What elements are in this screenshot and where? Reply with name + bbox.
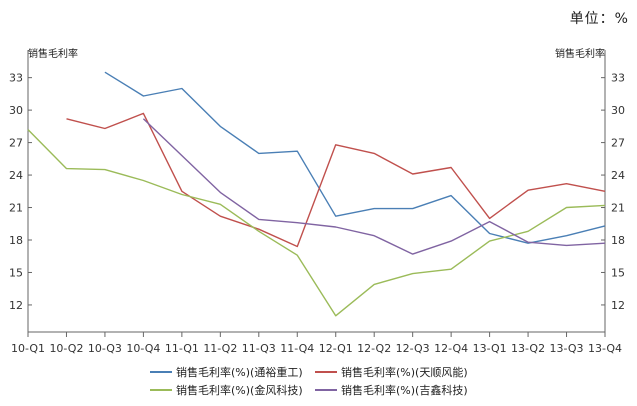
unit-label: 单位：% [569,11,629,27]
x-tick-label: 13-Q1 [473,342,507,355]
legend-label-3: 销售毛利率(%)(金风科技) [176,383,303,397]
left-y-tick-label: 21 [9,202,23,215]
x-tick-label: 12-Q1 [319,342,353,355]
left-y-tick-label: 18 [9,234,23,247]
series-line-4 [142,118,606,255]
right-axis-title: 销售毛利率 [555,49,605,60]
right-y-tick-label: 15 [611,266,625,279]
right-y-tick-label: 21 [611,202,625,215]
x-tick-label: 12-Q2 [357,342,391,355]
left-y-tick-label: 33 [9,72,23,85]
x-tick-label: 12-Q3 [396,342,430,355]
x-tick-label: 10-Q4 [126,342,160,355]
right-y-tick-label: 27 [611,137,625,150]
legend-label-4: 销售毛利率(%)(吉鑫科技) [341,383,468,397]
right-y-tick-label: 12 [611,299,625,312]
legend-label-2: 销售毛利率(%)(天顺风能) [341,365,468,379]
x-tick-label: 12-Q4 [434,342,468,355]
chart-legend: 销售毛利率(%)(通裕重工) 销售毛利率(%)(天顺风能) 销售毛利率(%)(金风科… [150,365,468,397]
x-tick-label: 13-Q2 [511,342,545,355]
x-tick-label: 11-Q1 [165,342,199,355]
series-line-1 [104,71,606,244]
x-tick-label: 10-Q3 [88,342,122,355]
left-y-tick-label: 15 [9,266,23,279]
series-line-3 [27,129,606,317]
left-axis-title: 销售毛利率 [28,49,78,60]
x-tick-label: 10-Q2 [49,342,83,355]
chart-axes: 12 12 15 15 18 18 21 21 24 24 27 27 30 30 33 33 10-Q1 10-… [9,50,625,355]
x-tick-label: 11-Q3 [242,342,276,355]
right-y-tick-label: 33 [611,72,625,85]
chart-series-lines [27,71,606,317]
left-y-tick-label: 24 [9,169,23,182]
right-y-tick-label: 24 [611,169,625,182]
x-tick-label: 11-Q4 [280,342,314,355]
right-y-tick-label: 30 [611,104,625,117]
x-tick-label: 13-Q4 [588,342,622,355]
x-tick-label: 11-Q2 [203,342,237,355]
x-tick-label: 13-Q3 [550,342,584,355]
left-y-tick-label: 27 [9,137,23,150]
right-y-tick-label: 18 [611,234,625,247]
x-tick-label: 10-Q1 [11,342,45,355]
legend-label-1: 销售毛利率(%)(通裕重工) [176,365,303,379]
series-line-2 [66,112,606,248]
left-y-tick-label: 30 [9,104,23,117]
left-y-tick-label: 12 [9,299,23,312]
